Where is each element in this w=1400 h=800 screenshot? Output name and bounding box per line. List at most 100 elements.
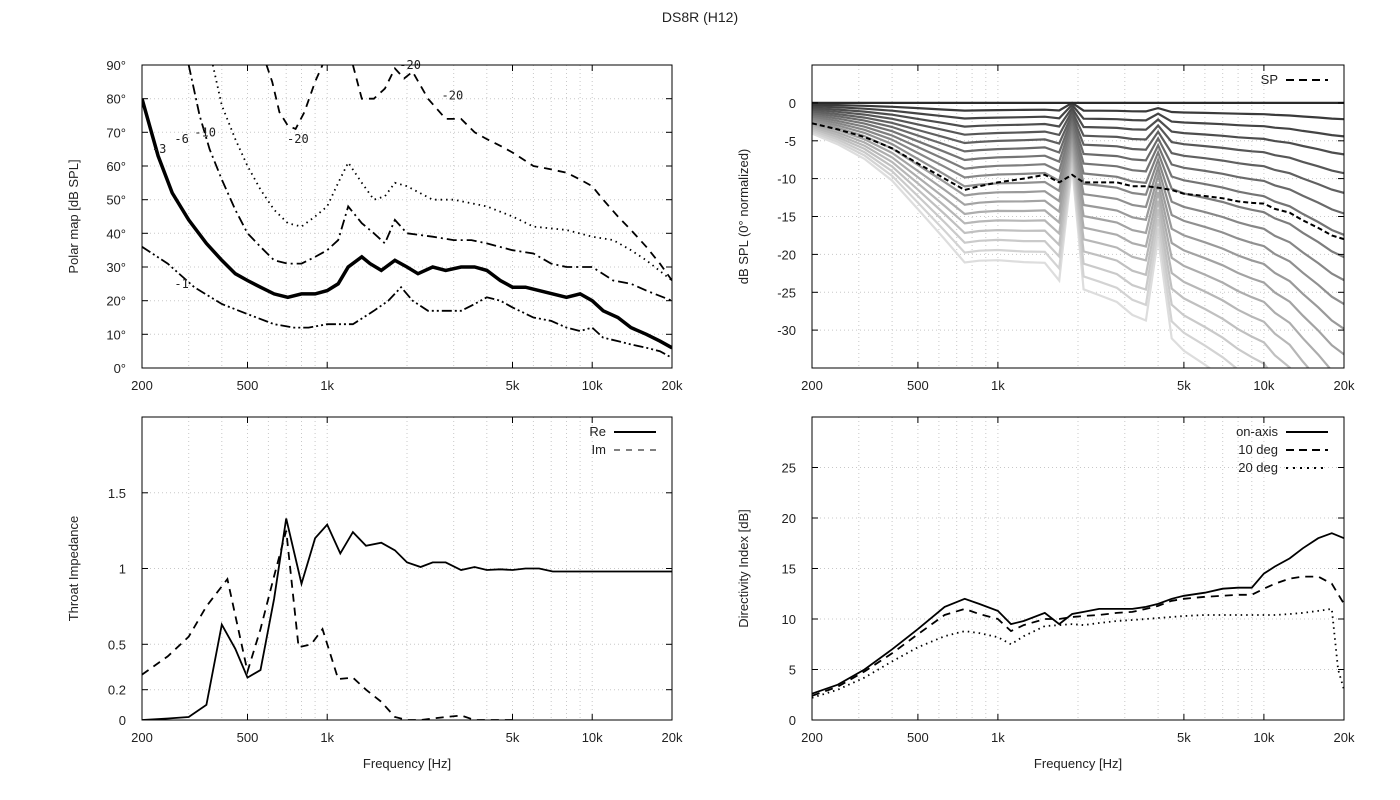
angle-curve (812, 122, 1344, 356)
y-tick-label: 60° (106, 159, 126, 174)
y-tick-label: -20 (777, 247, 796, 262)
plot-area (142, 518, 672, 720)
plot-area (812, 101, 1344, 368)
x-tick-label: 5k (1177, 378, 1191, 393)
x-tick-label: 500 (237, 730, 259, 745)
angle-curve (812, 129, 1269, 368)
angle-curve (812, 125, 1310, 368)
x-tick-label: 1k (320, 378, 334, 393)
legend-label: Re (589, 424, 606, 439)
plot-frame (141, 64, 673, 369)
tick-marks (141, 417, 673, 721)
y-tick-label: -30 (777, 323, 796, 338)
x-tick-label: 1k (991, 378, 1005, 393)
angle-curve (812, 101, 1344, 121)
x-tick-label: 10k (1253, 730, 1274, 745)
x-axis-label: Frequency [Hz] (1034, 756, 1122, 771)
contour-label: -1 (174, 277, 188, 291)
y-axis-label: Directivity Index [dB] (736, 509, 751, 628)
tick-marks (811, 65, 1345, 368)
grid-lines (142, 417, 672, 720)
series-line (142, 246, 672, 359)
x-tick-label: 500 (237, 378, 259, 393)
y-tick-label: -5 (784, 134, 796, 149)
legend-label: on-axis (1236, 424, 1278, 439)
x-tick-label: 20k (662, 378, 683, 393)
plot-area (142, 65, 672, 359)
angle-curve (812, 105, 1344, 156)
series-line (142, 98, 672, 350)
angle-curve (812, 130, 1238, 368)
x-tick-label: 10k (582, 378, 603, 393)
y-tick-label: 30° (106, 260, 126, 275)
angle-curve (812, 132, 1212, 368)
y-tick-label: 10 (782, 612, 796, 627)
x-tick-label: 5k (506, 730, 520, 745)
y-tick-label: -10 (777, 172, 796, 187)
contour-label: -10 (194, 125, 216, 139)
legend: SP (1261, 72, 1328, 87)
contour-label: -6 (174, 132, 188, 146)
legend-label: SP (1261, 72, 1278, 87)
x-tick-label: 20k (1334, 378, 1355, 393)
legend: on-axis 10 deg 20 deg (1236, 424, 1328, 475)
x-tick-label: 200 (801, 378, 823, 393)
sp-series-line (812, 122, 1344, 241)
y-axis-label: Polar map [dB SPL] (66, 159, 81, 273)
y-tick-label: -25 (777, 285, 796, 300)
y-axis-label: Throat Impedance (66, 516, 81, 622)
angle-curve (812, 123, 1331, 368)
series-line (812, 575, 1344, 697)
x-tick-label: 200 (131, 378, 153, 393)
y-tick-label: 0 (119, 713, 126, 728)
angle-curve (812, 103, 1344, 138)
y-axis-label: dB SPL (0° normalized) (736, 149, 751, 285)
series-line (142, 518, 672, 720)
series-line (142, 530, 513, 720)
x-tick-label: 10k (1253, 378, 1274, 393)
x-tick-label: 500 (907, 730, 929, 745)
angle-curve (812, 115, 1344, 259)
angle-curve (812, 118, 1344, 305)
y-tick-label: 20 (782, 511, 796, 526)
grid-lines (812, 417, 1344, 720)
series-line (187, 65, 672, 302)
y-tick-label: 1 (119, 562, 126, 577)
contour-label: -20 (287, 132, 309, 146)
x-tick-label: 1k (991, 730, 1005, 745)
x-tick-label: 5k (506, 378, 520, 393)
x-tick-label: 10k (582, 730, 603, 745)
y-tick-label: 40° (106, 226, 126, 241)
y-tick-label: 0° (114, 361, 126, 376)
legend-label: 20 deg (1238, 460, 1278, 475)
x-tick-label: 20k (1334, 730, 1355, 745)
directivity-chart: 200 500 1k 5k 10k 20k 0 5 10 15 20 25 Frequency [Hz]… (736, 416, 1355, 771)
series-line (211, 65, 672, 282)
y-tick-label: 0 (789, 713, 796, 728)
angle-curve (812, 112, 1344, 215)
angle-curve (812, 113, 1344, 236)
grid-lines (142, 64, 672, 368)
x-tick-label: 500 (907, 378, 929, 393)
y-tick-label: 15 (782, 562, 796, 577)
y-tick-label: 0.2 (108, 683, 126, 698)
series-line (352, 65, 672, 282)
tick-marks (811, 417, 1345, 721)
y-tick-label: 80° (106, 92, 126, 107)
y-tick-label: 25 (782, 461, 796, 476)
y-tick-label: 0 (789, 96, 796, 111)
y-tick-label: 70° (106, 125, 126, 140)
x-tick-label: 200 (131, 730, 153, 745)
legend-label: Im (592, 442, 606, 457)
x-tick-label: 1k (320, 730, 334, 745)
y-tick-label: -15 (777, 210, 796, 225)
normalized-chart: 200 500 1k 5k 10k 20k 0 -5 -10 -15 -20 -25 -30 dB SPL… (736, 64, 1355, 393)
angle-curve (812, 110, 1344, 194)
legend: Re Im (589, 424, 656, 457)
series-line (265, 65, 324, 131)
legend-label: 10 deg (1238, 442, 1278, 457)
angle-curve (812, 120, 1344, 330)
contour-label: -3 (152, 142, 166, 156)
